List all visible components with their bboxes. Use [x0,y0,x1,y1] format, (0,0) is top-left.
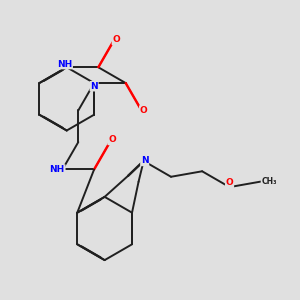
Text: O: O [226,178,233,188]
Text: O: O [140,106,148,115]
Text: O: O [108,136,116,145]
Text: CH₃: CH₃ [261,177,277,186]
Text: NH: NH [57,60,72,69]
Text: N: N [141,157,148,166]
Text: N: N [90,82,98,91]
Text: O: O [112,35,120,44]
Text: NH: NH [50,165,65,174]
